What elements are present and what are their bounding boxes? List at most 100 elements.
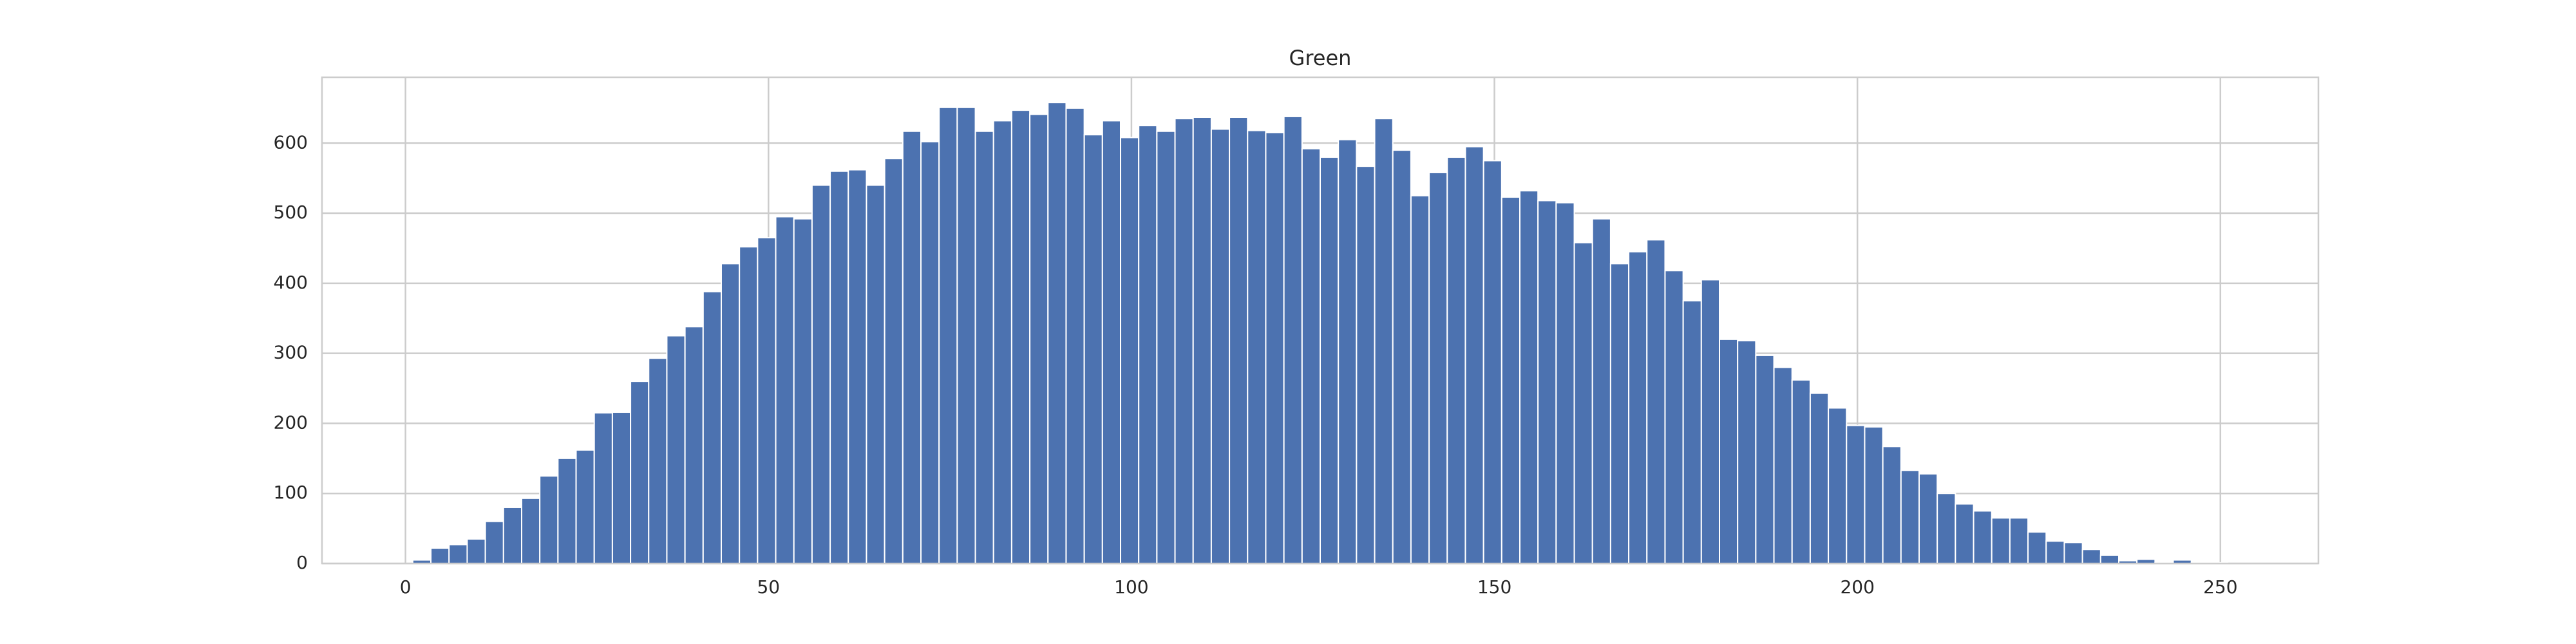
x-tick-label: 250 bbox=[2203, 576, 2237, 598]
bar bbox=[575, 449, 595, 564]
bar bbox=[1864, 426, 1884, 564]
bar bbox=[1809, 392, 1830, 565]
bar bbox=[521, 497, 541, 564]
x-tick-label: 200 bbox=[1840, 576, 1874, 598]
bar bbox=[611, 412, 632, 564]
bar bbox=[1591, 218, 1611, 564]
bar bbox=[1846, 424, 1866, 565]
y-tick-label: 0 bbox=[296, 552, 308, 573]
bar bbox=[1156, 130, 1176, 564]
bar bbox=[1955, 503, 1975, 564]
y-tick-label: 100 bbox=[274, 482, 308, 503]
bar bbox=[2081, 549, 2101, 564]
bar bbox=[1320, 156, 1340, 564]
bar bbox=[1682, 300, 1702, 564]
bar bbox=[702, 290, 723, 564]
bar bbox=[721, 263, 741, 564]
bar bbox=[1283, 115, 1303, 565]
y-tick-label: 200 bbox=[274, 412, 308, 433]
bar bbox=[1138, 125, 1158, 565]
bar bbox=[466, 538, 486, 565]
bar bbox=[884, 158, 904, 564]
x-tick-label: 100 bbox=[1114, 576, 1148, 598]
bar bbox=[1737, 340, 1757, 565]
y-tick-label: 600 bbox=[274, 131, 308, 153]
bar bbox=[1120, 137, 1140, 564]
bar bbox=[502, 506, 522, 565]
bar bbox=[1700, 279, 1720, 564]
bar bbox=[902, 130, 922, 564]
bar bbox=[1192, 117, 1212, 565]
bar bbox=[1555, 202, 1575, 564]
bar bbox=[539, 475, 559, 564]
bar bbox=[648, 357, 668, 564]
bar bbox=[757, 237, 777, 564]
bar bbox=[630, 381, 650, 564]
bar bbox=[684, 326, 704, 564]
bar bbox=[992, 120, 1012, 564]
bar bbox=[1755, 354, 1775, 565]
bar bbox=[974, 130, 994, 564]
bar bbox=[1719, 338, 1739, 564]
bar bbox=[1174, 118, 1194, 565]
bar bbox=[1047, 102, 1067, 565]
bar bbox=[1083, 134, 1103, 564]
bar bbox=[775, 216, 795, 565]
bar bbox=[1029, 113, 1049, 564]
bar bbox=[1065, 107, 1085, 564]
x-tick-label: 50 bbox=[757, 576, 780, 598]
bar bbox=[866, 184, 886, 564]
bar bbox=[1991, 517, 2011, 564]
x-tick-label: 0 bbox=[400, 576, 412, 598]
bar bbox=[1247, 129, 1267, 564]
bar bbox=[1628, 251, 1648, 564]
bar bbox=[2045, 540, 2065, 564]
bar bbox=[1410, 194, 1430, 564]
bar bbox=[2099, 554, 2119, 565]
bar bbox=[1356, 166, 1376, 564]
bar bbox=[1609, 263, 1630, 564]
bar bbox=[1428, 171, 1448, 564]
bar bbox=[739, 246, 759, 564]
bar bbox=[1446, 156, 1466, 564]
bar bbox=[956, 106, 976, 564]
bar bbox=[920, 141, 940, 565]
bar bbox=[1519, 190, 1539, 564]
bar bbox=[1937, 493, 1956, 565]
bar bbox=[1791, 379, 1811, 564]
bar bbox=[2009, 517, 2029, 564]
bar bbox=[1301, 147, 1321, 565]
bar bbox=[1210, 128, 1231, 564]
bar bbox=[1338, 138, 1358, 565]
bar bbox=[811, 184, 831, 564]
x-tick-label: 150 bbox=[1477, 576, 1511, 598]
y-tick-label: 500 bbox=[274, 202, 308, 223]
bar bbox=[1973, 510, 1993, 564]
bar bbox=[1573, 242, 1593, 564]
bar bbox=[1464, 146, 1484, 565]
bar bbox=[1482, 160, 1502, 564]
bar bbox=[829, 170, 849, 565]
bar bbox=[1537, 200, 1557, 564]
bar bbox=[593, 412, 613, 564]
bar bbox=[1501, 196, 1520, 564]
bar bbox=[1646, 239, 1666, 564]
axes-frame bbox=[321, 76, 2320, 565]
bar bbox=[1374, 118, 1394, 565]
bar bbox=[430, 547, 450, 565]
bar bbox=[1010, 109, 1031, 565]
bar bbox=[1392, 149, 1412, 564]
bar bbox=[2027, 531, 2047, 565]
y-tick-label: 400 bbox=[274, 272, 308, 293]
bar bbox=[666, 335, 686, 564]
bar bbox=[1664, 270, 1684, 564]
bar bbox=[848, 169, 867, 564]
bar bbox=[793, 218, 813, 564]
bar bbox=[2063, 542, 2083, 564]
bar bbox=[1828, 407, 1848, 565]
bar bbox=[1101, 120, 1122, 564]
bar bbox=[557, 457, 577, 564]
bar bbox=[1900, 469, 1920, 565]
